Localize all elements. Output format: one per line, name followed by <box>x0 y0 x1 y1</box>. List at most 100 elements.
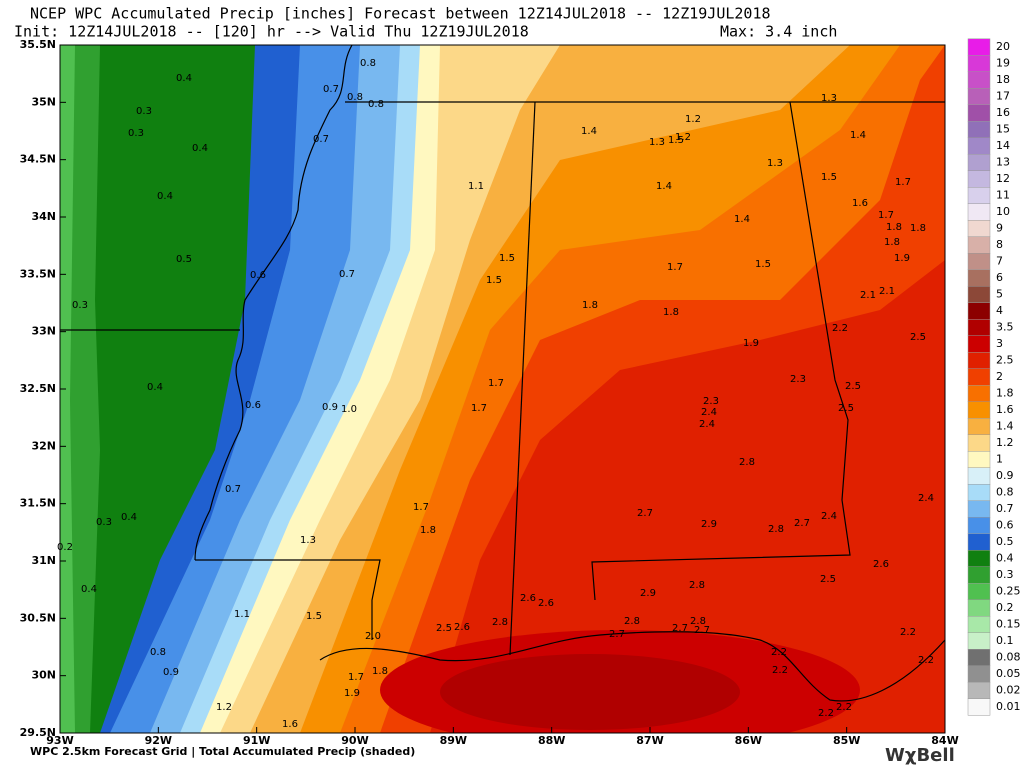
point-label: 2.5 <box>845 381 861 392</box>
point-label: 1.3 <box>821 93 837 104</box>
point-label: 1.2 <box>685 114 701 125</box>
point-label: 1.9 <box>894 253 910 264</box>
brand: WχBell <box>885 745 955 766</box>
colorbar-swatch <box>967 352 991 369</box>
colorbar-swatch <box>967 616 991 633</box>
point-label: 1.1 <box>468 181 484 192</box>
point-label: 1.2 <box>675 132 691 143</box>
point-label: 2.8 <box>768 524 784 535</box>
lon-label: 85W <box>833 734 860 747</box>
band <box>60 45 255 733</box>
colorbar-label: 0.7 <box>996 502 1014 515</box>
point-label: 1.3 <box>649 137 665 148</box>
point-label: 1.8 <box>420 525 436 536</box>
colorbar-swatch <box>967 500 991 518</box>
point-label: 0.3 <box>72 300 88 311</box>
colorbar-swatch <box>967 566 991 584</box>
point-label: 2.3 <box>703 396 719 407</box>
point-label: 2.4 <box>701 407 717 418</box>
colorbar-label: 0.01 <box>996 700 1021 713</box>
point-label: 1.8 <box>886 222 902 233</box>
lat-label: 34N <box>31 210 56 223</box>
point-label: 0.2 <box>57 542 73 553</box>
colorbar-swatch <box>967 517 991 534</box>
point-label: 1.7 <box>488 378 504 389</box>
colorbar-swatch <box>967 434 991 452</box>
colorbar-label: 2.5 <box>996 354 1014 367</box>
colorbar-label: 5 <box>996 288 1003 301</box>
point-label: 0.7 <box>313 134 329 145</box>
point-label: 2.6 <box>873 559 889 570</box>
title: NCEP WPC Accumulated Precip [inches] For… <box>30 5 771 23</box>
point-label: 1.6 <box>852 198 868 209</box>
point-label: 2.7 <box>672 623 688 634</box>
point-label: 2.4 <box>918 493 934 504</box>
point-label: 1.3 <box>300 535 316 546</box>
lon-label: 91W <box>243 734 270 747</box>
point-label: 1.9 <box>344 688 360 699</box>
point-label: 0.7 <box>323 84 339 95</box>
colorbar-swatch <box>967 599 991 617</box>
colorbar-swatch <box>967 467 991 485</box>
point-label: 0.8 <box>368 99 384 110</box>
point-label: 1.5 <box>821 172 837 183</box>
point-label: 0.4 <box>147 382 163 393</box>
state-border <box>195 559 381 640</box>
point-label: 1.6 <box>282 719 298 730</box>
point-label: 2.1 <box>860 290 876 301</box>
colorbar-swatch <box>967 484 991 501</box>
point-label: 2.2 <box>772 665 788 676</box>
colorbar-swatch <box>967 55 991 72</box>
point-label: 0.6 <box>245 400 261 411</box>
lat-label: 33.5N <box>20 267 56 280</box>
point-label: 1.4 <box>734 214 750 225</box>
point-label: 2.2 <box>832 323 848 334</box>
point-label: 1.5 <box>306 611 322 622</box>
colorbar-label: 18 <box>996 73 1010 86</box>
point-label: 2.4 <box>699 419 715 430</box>
colorbar-swatch <box>967 368 991 386</box>
colorbar-swatch <box>967 236 991 254</box>
point-label: 2.7 <box>609 629 625 640</box>
colorbar-label: 0.6 <box>996 519 1014 532</box>
colorbar-label: 3.5 <box>996 321 1014 334</box>
colorbar-swatch <box>967 187 991 204</box>
colorbar-label: 11 <box>996 189 1010 202</box>
colorbar-label: 0.5 <box>996 535 1014 548</box>
point-label: 0.4 <box>157 191 173 202</box>
colorbar-label: 3 <box>996 337 1003 350</box>
point-label: 0.7 <box>339 269 355 280</box>
colorbar-label: 12 <box>996 172 1010 185</box>
point-label: 0.7 <box>225 484 241 495</box>
point-label: 1.8 <box>910 223 926 234</box>
lon-label: 93W <box>46 734 73 747</box>
point-label: 2.2 <box>818 708 834 719</box>
colorbar-swatch <box>967 302 991 320</box>
colorbar-label: 1 <box>996 453 1003 466</box>
colorbar-label: 4 <box>996 304 1003 317</box>
point-label: 0.5 <box>176 254 192 265</box>
colorbar-label: 0.25 <box>996 585 1021 598</box>
point-label: 0.9 <box>163 667 179 678</box>
colorbar-label: 0.9 <box>996 469 1014 482</box>
colorbar-label: 9 <box>996 222 1003 235</box>
lat-label: 31N <box>31 554 56 567</box>
point-label: 2.9 <box>701 519 717 530</box>
point-label: 2.7 <box>637 508 653 519</box>
point-label: 0.8 <box>347 92 363 103</box>
colorbar-swatch <box>967 154 991 171</box>
point-label: 2.4 <box>821 511 837 522</box>
point-label: 2.1 <box>879 286 895 297</box>
colorbar-label: 0.3 <box>996 568 1014 581</box>
colorbar-swatch <box>967 121 991 138</box>
point-label: 1.7 <box>895 177 911 188</box>
point-label: 1.8 <box>884 237 900 248</box>
colorbar-label: 13 <box>996 156 1010 169</box>
point-label: 2.7 <box>794 518 810 529</box>
lat-label: 30N <box>31 669 56 682</box>
point-label: 1.7 <box>878 210 894 221</box>
point-label: 0.9 <box>322 402 338 413</box>
point-label: 1.2 <box>216 702 232 713</box>
colorbar-label: 0.08 <box>996 651 1021 664</box>
